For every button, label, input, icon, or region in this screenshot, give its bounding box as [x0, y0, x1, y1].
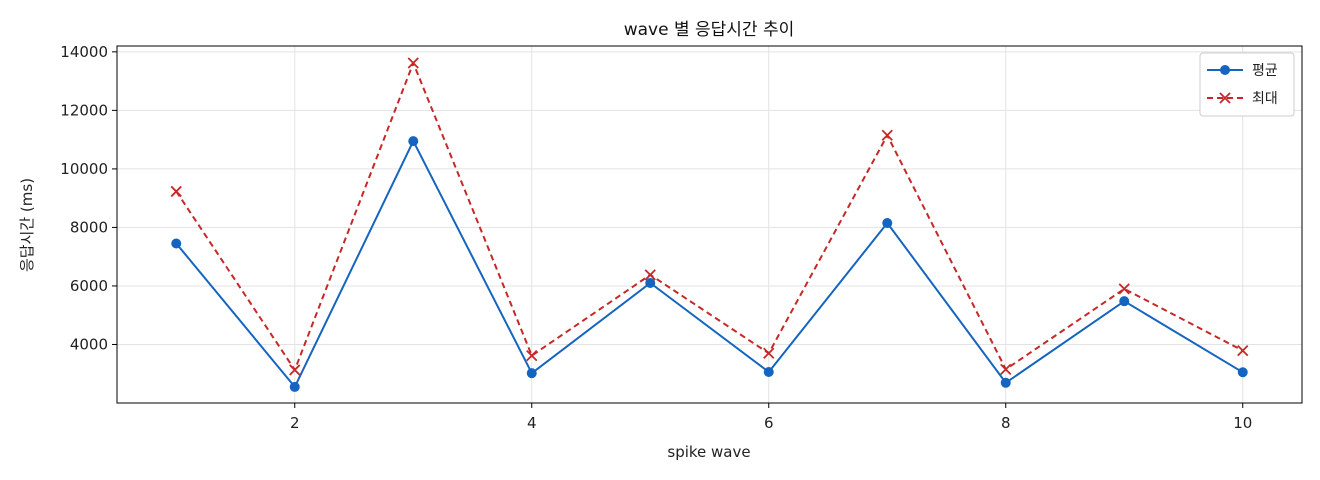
series-1-point	[526, 368, 537, 379]
legend-label-series-1: 평균	[1252, 63, 1278, 79]
series-2-point	[644, 269, 656, 281]
series-2-line	[175, 62, 1244, 371]
y-tick-label: 10000	[60, 160, 108, 178]
series-1-point	[289, 381, 300, 392]
series-2-point	[1000, 363, 1012, 375]
series-2-point	[881, 129, 893, 141]
y-axis-label: 응답시간 (ms)	[18, 178, 36, 272]
y-tick-label: 8000	[70, 218, 108, 236]
series-2-point	[526, 349, 538, 362]
series-1-point	[882, 218, 893, 229]
x-tick-label: 6	[764, 414, 774, 432]
series-1-point	[171, 238, 182, 249]
series-2-point	[763, 347, 775, 359]
series-2-point	[1118, 283, 1130, 295]
y-tick-label: 6000	[70, 277, 108, 295]
chart-title: wave 별 응답시간 추이	[624, 20, 795, 40]
series-2-point	[289, 364, 301, 376]
series-1-line	[175, 140, 1244, 388]
x-tick-label: 2	[290, 414, 300, 432]
series-1-point	[408, 136, 419, 147]
x-tick-label: 4	[527, 414, 537, 432]
series-1-point	[763, 366, 774, 377]
y-axis: 4000 6000 8000 10000 12000 14000	[60, 43, 117, 353]
grid	[117, 46, 1302, 403]
x-axis-label: spike wave	[667, 443, 750, 461]
y-tick-label: 12000	[60, 101, 108, 119]
legend-marker-series-1	[1220, 65, 1230, 75]
legend-frame	[1199, 52, 1295, 117]
x-tick-label: 8	[1001, 414, 1011, 432]
legend-marker-series-2	[1219, 92, 1231, 104]
x-tick-label: 10	[1233, 414, 1252, 432]
x-axis: 2 4 6 8 10	[290, 403, 1252, 432]
y-tick-label: 14000	[60, 43, 108, 61]
legend: 평균 최대	[1199, 52, 1295, 117]
series-1-point	[1119, 296, 1130, 307]
series-layer	[170, 57, 1249, 392]
legend-label-series-2: 최대	[1252, 91, 1278, 107]
series-2-point	[170, 185, 182, 198]
series-2-point	[407, 57, 419, 69]
series-1-point	[1000, 377, 1011, 388]
series-1-point	[645, 278, 656, 289]
plot-background	[117, 46, 1302, 403]
series-2-point	[1237, 344, 1249, 357]
y-tick-label: 4000	[70, 335, 108, 353]
series-1-point	[1237, 367, 1248, 378]
plot-frame	[116, 45, 1303, 404]
